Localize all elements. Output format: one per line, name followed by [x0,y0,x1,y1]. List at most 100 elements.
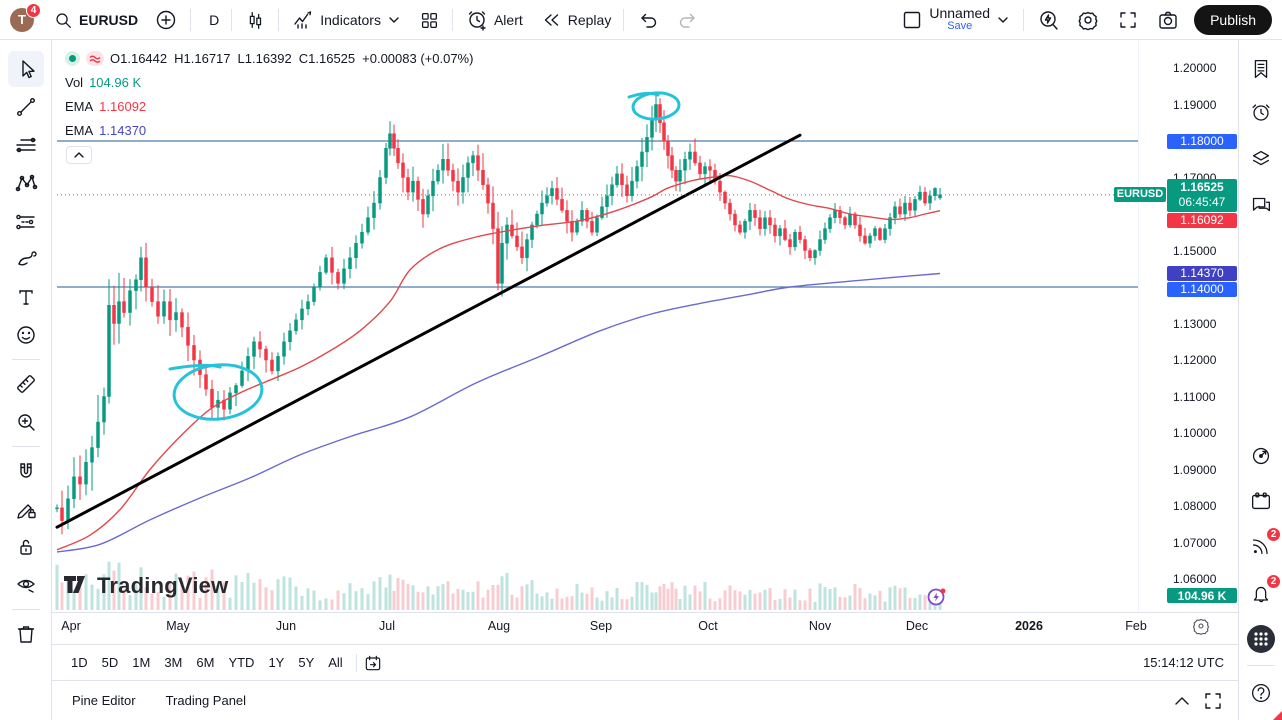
legend-ema-slow-row[interactable]: EMA 1.14370 [65,123,473,138]
xabcd-pattern-tool-button[interactable] [8,165,44,201]
time-axis[interactable]: Apr May Jun Jul Aug Sep Oct Nov Dec 2026 Feb [52,612,1238,644]
chevron-down-icon [995,12,1011,28]
market-status-icon [65,51,80,66]
snapshot-button[interactable] [1148,4,1188,36]
range-button-1y[interactable]: 1Y [268,655,285,670]
legend-volume-row[interactable]: Vol 104.96 K [65,75,473,90]
divider [1247,665,1275,666]
remove-drawings-button[interactable] [8,616,44,652]
price-tick: 1.07000 [1173,535,1217,550]
plus-circle-icon [154,8,178,32]
go-to-date-button[interactable] [363,653,383,673]
cursor-tool-button[interactable] [7,51,44,87]
zoom-in-tool-button[interactable] [8,404,44,440]
ohlc-values: O1.16442 H1.16717 L1.16392 C1.16525 +0.0… [110,51,474,66]
time-axis-label: Dec [905,619,929,633]
time-axis-label: Sep [589,619,613,633]
range-button-5d[interactable]: 5D [101,655,119,670]
range-button-1d[interactable]: 1D [71,655,88,670]
save-link[interactable]: Save [947,19,973,32]
calendar-button[interactable] [1246,486,1276,516]
legend-ohlc-row[interactable]: O1.16442 H1.16717 L1.16392 C1.16525 +0.0… [65,51,473,66]
chat-button[interactable] [1246,190,1276,220]
legend-ema-fast-row[interactable]: EMA 1.16092 [65,99,473,114]
divider [190,8,192,31]
panel-maximize-icon[interactable] [1204,692,1222,710]
current-price: 1.16525 [1180,180,1224,195]
chart-pane[interactable]: O1.16442 H1.16717 L1.16392 C1.16525 +0.0… [52,40,1238,612]
range-button-3m[interactable]: 3M [164,655,183,670]
time-axis-settings-icon[interactable] [1192,617,1210,635]
chart-style-button[interactable] [236,4,274,36]
panel-collapse-chevron-icon[interactable] [1174,696,1190,706]
brush-tool-button[interactable] [8,241,44,277]
ruler-tool-button[interactable] [8,366,44,402]
apps-menu-button[interactable] [1246,624,1276,654]
news-feed-button[interactable]: 2 [1246,527,1281,561]
undo-button[interactable] [628,4,668,36]
symbol-search-button[interactable]: EURUSD [44,4,146,36]
price-axis[interactable]: 1.20000 1.19000 1.17000 1.15000 1.13000 1.120… [1138,40,1238,612]
notifications-button[interactable]: 2 [1246,574,1281,608]
top-toolbar-right: Unnamed Save [892,4,1282,36]
divider [11,446,40,447]
events-lightning-icon[interactable] [926,586,948,608]
replay-button[interactable]: Replay [531,4,620,36]
interval-button[interactable]: D [201,4,227,36]
hide-drawings-button[interactable] [8,567,44,603]
right-sidebar: 2 2 [1238,40,1282,720]
redo-icon [676,8,700,32]
corner-notification-wedge [1273,711,1282,720]
user-avatar[interactable]: T 4 [10,2,41,32]
divider [11,609,40,610]
compare-add-symbol-button[interactable] [146,4,186,36]
server-clock[interactable]: 15:14:12 UTC [1143,655,1224,670]
layout-select-button[interactable]: Unnamed Save [892,4,1019,36]
redo-button[interactable] [668,4,708,36]
time-axis-label: Apr [61,619,81,633]
current-price-badge: 1.16525 06:45:47 [1167,178,1237,212]
bottom-tab-pine-editor[interactable]: Pine Editor [72,693,136,708]
bottom-tab-trading-panel[interactable]: Trading Panel [165,693,247,708]
lock-all-drawings-button[interactable] [8,529,44,565]
price-level-badge: 1.18000 [1167,133,1237,149]
watchlist-button[interactable] [1246,54,1276,84]
horizontal-lines-tool-button[interactable] [8,127,44,163]
fullscreen-button[interactable] [1108,4,1148,36]
range-button-1m[interactable]: 1M [132,655,151,670]
notification-count-badge: 2 [1266,574,1281,589]
legend-collapse-button[interactable] [66,146,92,164]
replay-rewind-icon [539,8,563,32]
indicators-icon [291,8,315,32]
indicator-templates-button[interactable] [410,4,448,36]
publish-button[interactable]: Publish [1194,4,1272,35]
range-button-6m[interactable]: 6M [196,655,215,670]
time-axis-label: Feb [1125,619,1147,633]
camera-icon [1156,8,1180,32]
object-tree-button[interactable] [1246,144,1276,174]
range-button-5y[interactable]: 5Y [298,655,315,670]
fullscreen-icon [1116,8,1140,32]
quick-search-button[interactable] [1028,4,1068,36]
help-button[interactable] [1246,678,1276,708]
candlestick-chart[interactable] [52,40,1238,612]
drawing-mode-lock-button[interactable] [8,491,44,527]
alerts-panel-button[interactable] [1246,98,1276,128]
magnet-mode-button[interactable] [8,453,44,489]
bottom-tabs: Pine Editor Trading Panel [52,687,256,714]
settings-button[interactable] [1068,4,1108,36]
layout-name-save[interactable]: Unnamed Save [929,6,990,33]
emoji-tool-button[interactable] [8,317,44,353]
ideas-button[interactable] [1246,441,1276,471]
forecast-tool-button[interactable] [8,203,44,239]
change-value: +0.00083 (+0.07%) [362,51,474,66]
alert-button[interactable]: Alert [457,4,531,36]
trend-line-tool-button[interactable] [8,89,44,125]
range-button-ytd[interactable]: YTD [228,655,255,670]
text-tool-button[interactable] [8,279,44,315]
price-tick: 1.09000 [1173,462,1217,477]
indicators-button[interactable]: Indicators [283,4,410,36]
divider [1023,8,1025,31]
range-button-all[interactable]: All [328,655,343,670]
top-toolbar: T 4 EURUSD D Indica [0,0,1282,40]
